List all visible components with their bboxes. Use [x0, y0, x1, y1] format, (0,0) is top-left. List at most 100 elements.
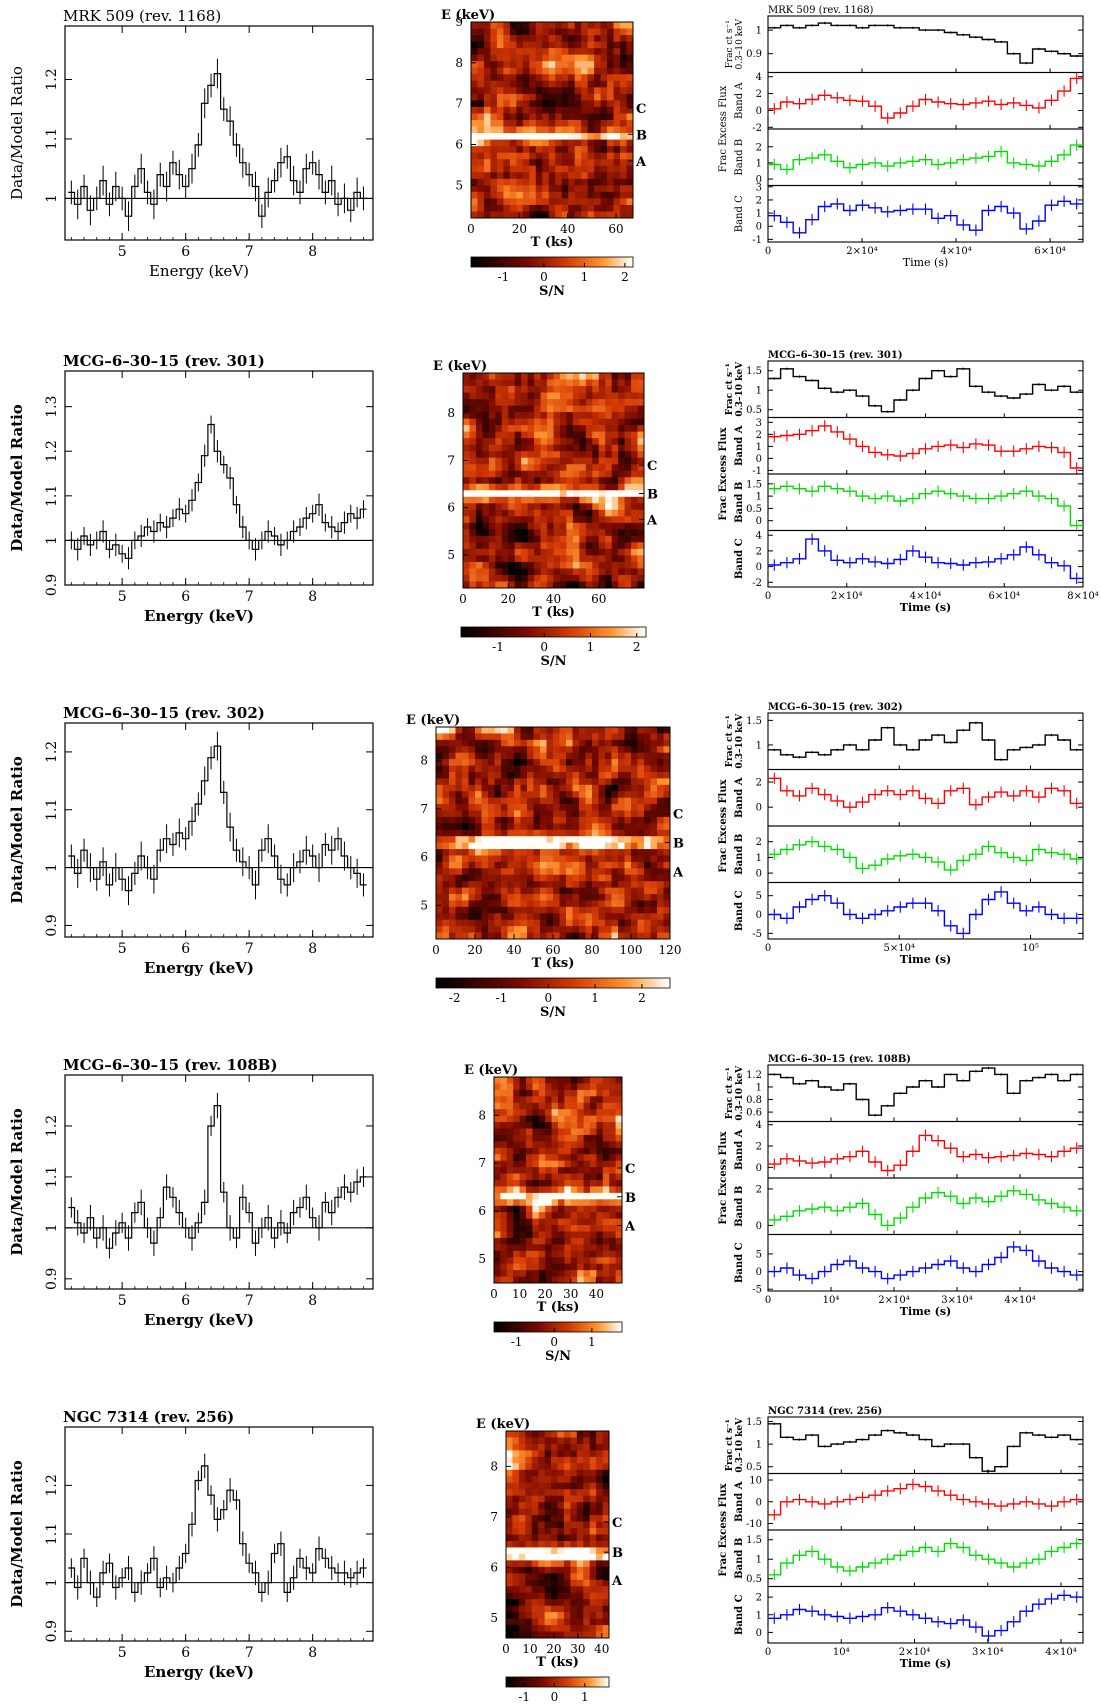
heatmap-cell [572, 483, 580, 491]
heatmap-cell [559, 477, 567, 485]
heatmap-cell [574, 178, 582, 186]
colorbar-swatch [506, 257, 510, 267]
heatmap-cell [650, 855, 658, 863]
heatmap-cell [508, 457, 516, 465]
colorbar-swatch [589, 257, 593, 267]
heatmap-cell [585, 412, 593, 420]
x-tick-label: 30 [563, 1287, 578, 1301]
heatmap-cell [611, 431, 619, 439]
heatmap-cell [509, 204, 517, 212]
x-tick-label: 8 [308, 1293, 317, 1309]
heatmap-cell [568, 48, 576, 56]
colorbar-swatch [611, 1322, 614, 1332]
heatmap-cell [495, 483, 503, 491]
heatmap-cell [618, 771, 625, 779]
heatmap-cell [463, 496, 470, 504]
heatmap-cell [540, 503, 548, 511]
heatmap-cell [546, 810, 554, 818]
heatmap-cell [496, 41, 504, 49]
colorbar-swatch [621, 627, 625, 637]
heatmap-cell [495, 574, 503, 582]
heatmap-cell [546, 765, 554, 773]
heatmap-cell [514, 836, 521, 844]
heatmap-cell [570, 1212, 578, 1220]
heatmap-cell [494, 1147, 501, 1155]
heatmap-cell [600, 41, 608, 49]
heatmap-cell [526, 1083, 533, 1091]
heatmap-cell [534, 496, 541, 504]
y-tick-label: 8 [478, 1108, 486, 1122]
heatmap-cell [494, 733, 502, 741]
heatmap-cell [594, 100, 601, 108]
heatmap-cell [596, 1192, 604, 1200]
heatmap-cell [463, 392, 470, 400]
colorbar-swatch [600, 1322, 604, 1332]
heatmap-cell [532, 1160, 540, 1168]
heatmap-cell [506, 1173, 514, 1181]
heatmap-cell [514, 778, 521, 786]
colorbar-swatch [560, 257, 564, 267]
heatmap-cell [570, 1225, 578, 1232]
heatmap-cell [600, 172, 608, 180]
heatmap-cell [503, 106, 511, 114]
heatmap-cell [475, 778, 482, 786]
heatmap-cell [561, 152, 569, 160]
heatmap-cell [455, 739, 463, 747]
heatmap-cell [585, 444, 593, 452]
heatmap-cell [605, 405, 613, 413]
heatmap-cell [436, 759, 443, 766]
heatmap-cell [488, 555, 496, 563]
heatmap-cell [475, 574, 483, 582]
heatmap-cell [496, 211, 504, 219]
y-tick-label: 5 [756, 891, 762, 902]
heatmap-cell [475, 581, 483, 589]
heatmap-cell [469, 412, 477, 420]
heatmap-cell [507, 727, 515, 734]
heatmap-cell [607, 100, 614, 108]
heatmap-cell [534, 529, 541, 537]
heatmap-cell [644, 887, 651, 895]
heatmap-cell [605, 542, 613, 550]
heatmap-cell [624, 542, 632, 550]
heatmap-cell [501, 490, 509, 498]
heatmap-cell [631, 759, 638, 766]
heatmap-cell [488, 399, 496, 406]
heatmap-cell [436, 752, 443, 760]
heatmap-cell [503, 100, 511, 108]
heatmap-cell [508, 529, 516, 537]
heatmap-cell [570, 1089, 578, 1097]
heatmap-cell [540, 759, 547, 766]
heatmap-cell [483, 178, 491, 186]
heatmap-cell [561, 106, 569, 114]
heatmap-cell [637, 457, 645, 465]
heatmap-cell [561, 185, 569, 193]
heatmap-cell [488, 477, 496, 485]
heatmap-cell [615, 1115, 623, 1123]
heatmap-cell [620, 172, 627, 180]
heatmap-cell [663, 823, 671, 831]
heatmap-cell [553, 836, 560, 844]
colorbar-swatch [541, 978, 546, 988]
heatmap-cell [620, 106, 627, 114]
y-tick-label: 0.9 [746, 49, 762, 60]
heatmap-cell [449, 887, 456, 895]
heatmap-cell [609, 1192, 616, 1200]
heatmap-cell [475, 503, 483, 511]
heatmap-cell [592, 412, 600, 420]
heatmap-cell [535, 48, 543, 56]
heatmap-cell [626, 120, 634, 127]
heatmap-cell [585, 464, 593, 472]
heatmap-cell [558, 1147, 565, 1155]
heatmap-cell [514, 733, 521, 741]
y-tick-label: 0.9 [44, 1268, 60, 1290]
heatmap-cell [533, 861, 541, 869]
heatmap-cell [483, 139, 491, 147]
heatmap-cell [559, 490, 567, 498]
heatmap-cell [545, 1250, 552, 1258]
heatmap-cell [579, 836, 586, 844]
heatmap-cell [534, 516, 541, 524]
heatmap-cell [583, 1077, 591, 1084]
heatmap-cell [526, 1167, 533, 1174]
heatmap-cell [494, 759, 502, 766]
light-curve-line [768, 1067, 1083, 1116]
